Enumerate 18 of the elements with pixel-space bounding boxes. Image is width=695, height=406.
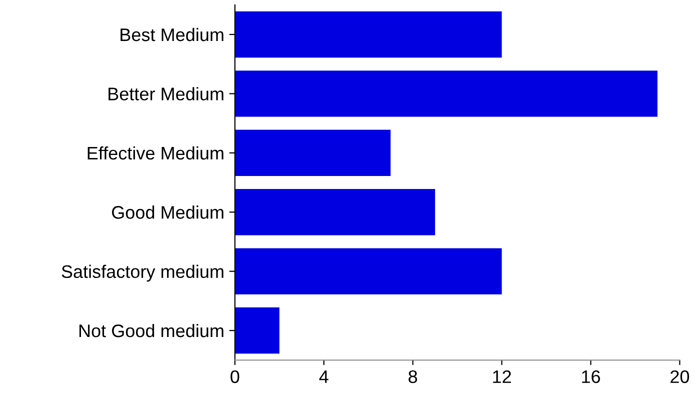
- bar: [234, 248, 502, 294]
- bar: [234, 189, 436, 236]
- y-tick-label: Better Medium: [108, 87, 224, 100]
- y-tick-label: Satisfactory medium: [62, 264, 224, 282]
- bar: [234, 70, 658, 117]
- bar: [234, 307, 280, 354]
- x-tick-label: 20: [670, 370, 690, 384]
- bar: [234, 130, 391, 176]
- x-tick-label: 0: [230, 370, 240, 384]
- x-tick-label: 12: [493, 370, 511, 383]
- y-tick-label: Not Good medium: [79, 324, 224, 338]
- x-tick-label: 8: [408, 370, 418, 384]
- x-tick-label: 16: [582, 370, 600, 384]
- bar: [234, 11, 502, 58]
- y-tick-label: Good Medium: [112, 206, 224, 219]
- y-tick-label: Effective Medium: [88, 146, 224, 160]
- y-tick-label: Best Medium: [120, 28, 224, 42]
- x-tick-label: 4: [319, 370, 328, 383]
